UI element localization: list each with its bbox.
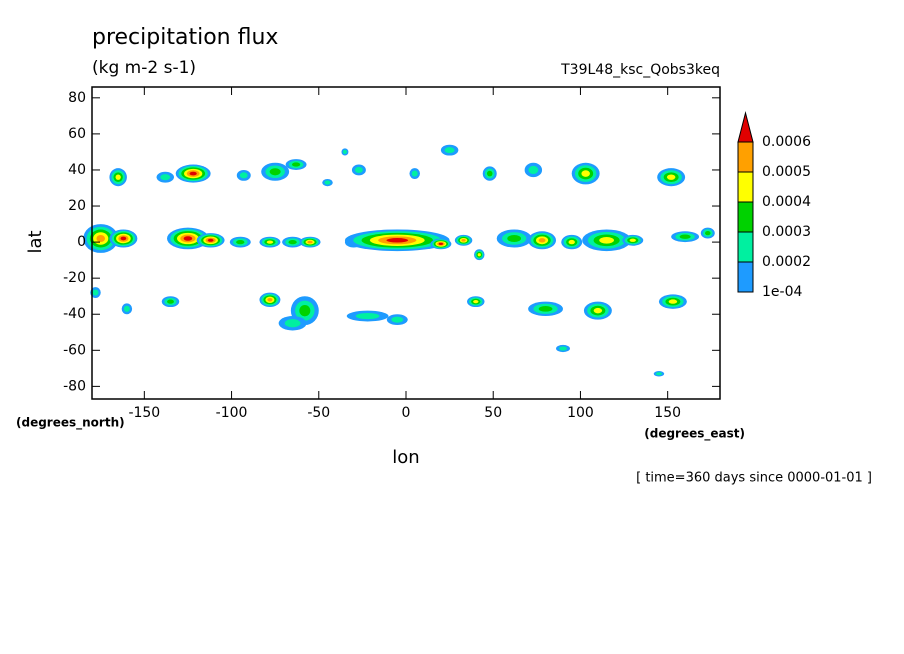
- colorbar-label: 0.0003: [762, 224, 811, 240]
- x-tick-label: -150: [128, 405, 160, 421]
- contour-fill: [629, 238, 636, 242]
- colorbar-box: [737, 231, 754, 263]
- colorbar-triangle: [737, 111, 754, 143]
- contour-fill: [679, 234, 691, 239]
- colorbar-box: [737, 261, 754, 293]
- contour-fill: [507, 234, 522, 243]
- contour-fill: [486, 170, 493, 177]
- x-tick-label: 50: [484, 405, 502, 421]
- contour-fill: [96, 234, 106, 243]
- contour-fill: [160, 174, 171, 181]
- y-tick-label: -80: [63, 378, 86, 394]
- time-label: [ time=360 days since 0000-01-01 ]: [636, 471, 872, 486]
- x-tick-label: 100: [567, 405, 594, 421]
- contour-fill: [461, 238, 466, 242]
- contour-fill: [593, 307, 603, 314]
- contour-fill: [411, 170, 418, 177]
- contour-fill: [269, 168, 281, 176]
- y-tick-label: 60: [68, 126, 86, 142]
- contour-fill: [299, 304, 311, 317]
- y-tick-label: -60: [63, 342, 86, 358]
- colorbar-box: [737, 201, 754, 233]
- y-tick-label: -40: [63, 306, 86, 322]
- x-tick-label: -50: [307, 405, 330, 421]
- y-tick-label: 40: [68, 162, 86, 178]
- contour-fill: [189, 171, 197, 176]
- contour-fill: [666, 174, 676, 180]
- x-units: (degrees_east): [644, 427, 745, 442]
- contour-fill: [581, 170, 590, 177]
- colorbar-label: 0.0002: [762, 254, 811, 270]
- contour-fill: [705, 230, 711, 236]
- contour-fill: [391, 316, 404, 323]
- colorbar-label: 0.0004: [762, 194, 811, 210]
- contour-fill: [538, 238, 546, 243]
- x-tick-label: -100: [216, 405, 248, 421]
- contour-fill: [288, 239, 297, 245]
- contour-fill: [599, 237, 614, 244]
- contour-fill: [236, 239, 245, 245]
- colorbar-label: 0.0005: [762, 164, 811, 180]
- contour-fill: [444, 147, 455, 154]
- contour-fill: [267, 298, 273, 302]
- contour-fill: [207, 238, 214, 242]
- contour-fill: [115, 174, 121, 180]
- contour-fill: [473, 299, 479, 304]
- contour-fill: [342, 149, 347, 154]
- chart-subtitle: (kg m-2 s-1): [92, 58, 196, 78]
- contour-fill: [655, 372, 662, 376]
- contour-fill: [291, 162, 301, 167]
- contour-fill: [120, 236, 127, 241]
- contour-fill: [307, 240, 313, 244]
- contour-fill: [668, 299, 678, 304]
- contours: [83, 144, 715, 377]
- contour-fill: [528, 165, 539, 175]
- contour-fill: [92, 289, 99, 296]
- contour-fill: [386, 238, 409, 243]
- x-tick-label: 0: [402, 405, 411, 421]
- x-tick-label: 150: [654, 405, 681, 421]
- contour-fill: [324, 180, 331, 185]
- case-label: T39L48_ksc_Qobs3keq: [560, 62, 720, 78]
- y-tick-label: 0: [77, 234, 86, 250]
- contour-fill: [183, 236, 193, 241]
- y-tick-label: 80: [68, 90, 86, 106]
- colorbar-box: [737, 141, 754, 173]
- contour-fill: [355, 312, 380, 320]
- contour-fill: [266, 240, 274, 244]
- contour-fill: [167, 299, 174, 304]
- contour-fill: [438, 242, 444, 246]
- contour-fill: [559, 346, 567, 351]
- colorbar-box: [737, 171, 754, 203]
- y-units: (degrees_north): [16, 416, 125, 431]
- contour-fill: [477, 253, 481, 257]
- colorbar-label: 1e-04: [762, 284, 802, 300]
- contour-fill: [568, 239, 575, 245]
- contour-fill: [239, 172, 248, 179]
- contour-fill: [354, 166, 363, 174]
- colorbar-label: 0.0006: [762, 134, 811, 150]
- contour-fill: [538, 305, 553, 312]
- contour-fill: [284, 319, 301, 328]
- y-tick-label: -20: [63, 270, 86, 286]
- chart-title: precipitation flux: [92, 25, 278, 50]
- y-tick-label: 20: [68, 198, 86, 214]
- x-axis-label: lon: [392, 447, 419, 468]
- contour-fill: [123, 305, 130, 312]
- y-axis-label: lat: [25, 230, 46, 253]
